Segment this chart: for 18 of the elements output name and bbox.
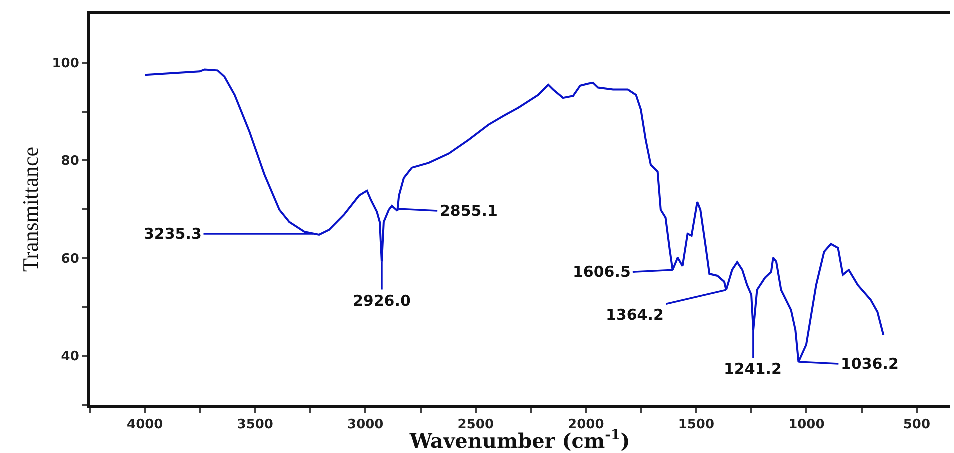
annotation: 3235.3	[144, 225, 202, 243]
x-tick-label: 3000	[348, 418, 384, 433]
annotation: 1364.2	[606, 306, 664, 324]
y-tick-label: 40	[61, 350, 80, 365]
y-tick-label: 60	[61, 252, 80, 267]
y-tick-label: 100	[52, 56, 80, 72]
y-axis-title: Transmittance	[18, 146, 44, 272]
annotation: 1241.2	[724, 360, 782, 378]
annotation: 1606.5	[573, 263, 631, 281]
annotation: 2926.0	[353, 292, 411, 310]
x-tick-label: 1500	[678, 418, 715, 433]
x-tick-label: 500	[903, 418, 930, 433]
x-tick-label: 4000	[127, 418, 164, 433]
annotation: 2855.1	[440, 202, 498, 220]
y-tick-label: 80	[61, 154, 80, 170]
x-tick-label: 3500	[237, 418, 274, 433]
annotation: 1036.2	[841, 355, 899, 373]
x-tick-label: 1000	[788, 418, 825, 433]
